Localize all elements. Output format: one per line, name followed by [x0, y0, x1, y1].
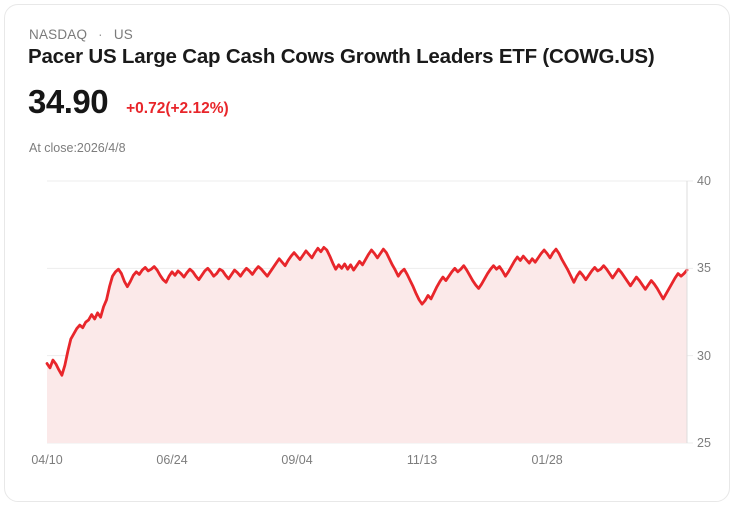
exchange-name: NASDAQ [29, 27, 88, 42]
stock-quote-card: NASDAQ · US Pacer US Large Cap Cash Cows… [4, 4, 730, 502]
x-axis-tick: 01/28 [531, 453, 563, 467]
x-axis-tick: 04/10 [31, 453, 63, 467]
current-price: 34.90 [28, 83, 109, 120]
y-axis-tick: 40 [697, 174, 711, 188]
price-change: +0.72(+2.12%) [126, 100, 229, 117]
region-label: US [113, 27, 133, 42]
y-axis-tick: 35 [697, 261, 711, 276]
chart-line [45, 245, 689, 377]
price-row: 34.90 +0.72(+2.12%) [28, 85, 229, 118]
exchange-row: NASDAQ · US [29, 27, 133, 42]
x-axis-tick: 09/04 [281, 453, 313, 467]
page-title: Pacer US Large Cap Cash Cows Growth Lead… [28, 45, 655, 68]
y-axis-tick: 30 [697, 348, 711, 363]
x-axis-tick: 06/24 [156, 453, 188, 467]
chart-canvas [45, 180, 693, 444]
exchange-separator: · [98, 27, 103, 42]
price-chart[interactable]: 40 35 30 25 04/10 06/24 09/04 11/13 01/28 [5, 165, 729, 485]
y-axis-tick: 25 [697, 436, 711, 450]
close-timestamp: At close:2026/4/8 [29, 141, 126, 155]
x-axis-tick: 11/13 [406, 453, 438, 467]
chart-area-fill [47, 247, 687, 443]
